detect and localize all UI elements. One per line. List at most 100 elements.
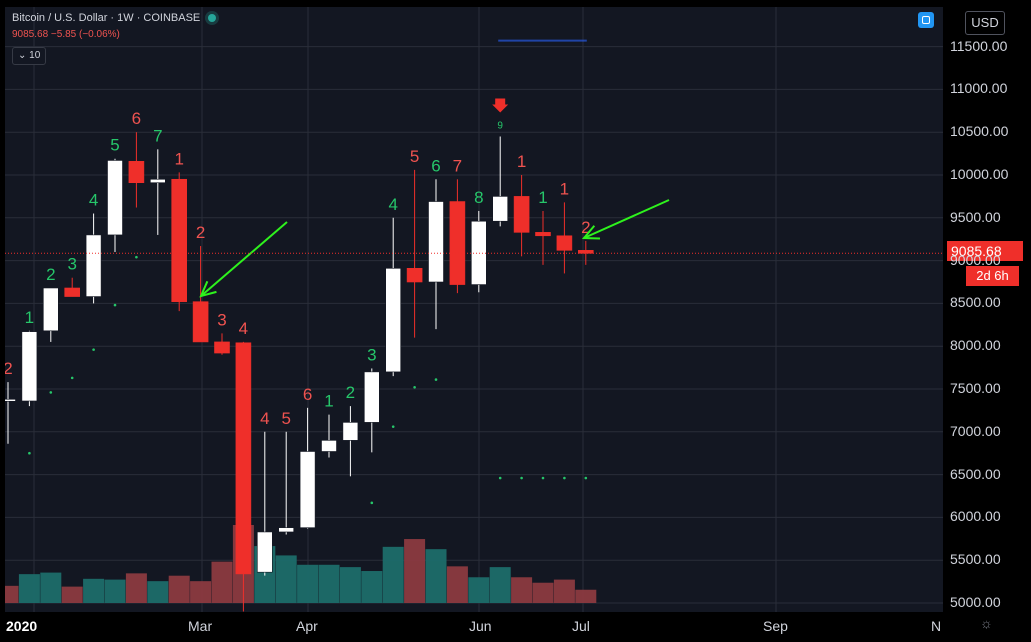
volume-bar: [425, 549, 447, 603]
candle-body: [513, 196, 530, 233]
support-dot: [28, 451, 31, 455]
support-dot: [92, 348, 95, 351]
td-count-label: 7: [453, 156, 462, 175]
td-count-label: 1: [324, 392, 333, 411]
volume-bar: [61, 586, 83, 603]
volume-bar: [147, 581, 169, 603]
td-count-label: 2: [346, 383, 355, 402]
time-axis-label: 2020: [6, 618, 38, 634]
volume-bar: [297, 564, 319, 603]
candle-body: [107, 160, 123, 236]
support-dot: [370, 501, 374, 505]
volume-bar: [18, 574, 40, 603]
time-axis-label: Apr: [296, 618, 318, 634]
volume-bar: [553, 579, 575, 603]
time-axis-label: Mar: [188, 618, 213, 634]
td-count-label: 1: [538, 188, 547, 207]
volume-bar: [489, 567, 511, 603]
td-count-label: 5: [110, 136, 119, 155]
td-count-label: 5: [410, 147, 419, 166]
price-axis[interactable]: [943, 7, 1031, 612]
change-text: 9085.68 −5.85 (−0.06%): [12, 29, 120, 40]
price-axis-label: 5000.00: [950, 594, 1001, 610]
volume-bar: [5, 585, 19, 603]
support-dot: [413, 385, 416, 389]
candle-body: [64, 287, 81, 297]
price-axis-label: 7500.00: [950, 380, 1001, 396]
td-count-label: 1: [560, 179, 569, 198]
volume-bar: [446, 566, 468, 603]
indicator-count: 10: [29, 50, 41, 61]
price-axis-label: 5500.00: [950, 551, 1001, 568]
volume-bar: [382, 546, 404, 603]
time-axis-label: Jul: [572, 618, 590, 634]
td-count-label: 1: [174, 149, 183, 168]
candle-body: [342, 422, 359, 441]
candle-body: [235, 342, 252, 575]
volume-bar: [211, 561, 233, 603]
price-axis-label: 6000.00: [950, 508, 1001, 525]
td-count-label: 2: [581, 218, 590, 237]
td-count-label: 3: [67, 255, 76, 274]
td-count-label: 3: [217, 310, 226, 329]
td-count-label: 4: [89, 191, 98, 210]
price-axis-label: 9500.00: [950, 208, 1001, 225]
volume-bar: [104, 579, 126, 603]
price-axis-label: 11000.00: [950, 80, 1008, 97]
support-dot: [391, 425, 395, 428]
candle-body: [257, 531, 273, 573]
td-count-label: 9: [497, 120, 503, 131]
symbol-title-text: Bitcoin / U.S. Dollar · 1W · COINBASE: [12, 12, 201, 24]
td-count-label: 8: [474, 188, 483, 207]
volume-bar: [532, 582, 554, 603]
candle-body: [21, 331, 38, 402]
status-dot-icon: [208, 14, 217, 22]
countdown-label: 2d 6h: [966, 266, 1019, 286]
time-axis[interactable]: [0, 612, 1031, 642]
candle-body: [385, 268, 402, 373]
current-price-label: 9085.68: [947, 241, 1023, 261]
support-dot: [70, 376, 74, 380]
price-axis-label: 10000.00: [950, 166, 1009, 182]
volume-bar: [275, 555, 297, 603]
support-dot: [434, 378, 438, 381]
time-axis-label: N: [931, 618, 942, 634]
support-dot: [541, 476, 545, 480]
candle-body: [428, 201, 444, 283]
time-axis-label: Jun: [469, 618, 492, 634]
candle-body: [556, 235, 573, 251]
candle-body: [363, 371, 380, 423]
sell-arrow-icon: [492, 98, 509, 113]
symbol-title[interactable]: Bitcoin / U.S. Dollar · 1W · COINBASE: [12, 12, 217, 24]
price-axis-label: 10500.00: [950, 123, 1009, 140]
support-dot: [49, 391, 53, 394]
candle-body: [171, 178, 187, 302]
gear-icon[interactable]: ☼: [980, 615, 993, 631]
support-dot: [563, 476, 566, 480]
candle-body: [150, 178, 166, 184]
volume-bar: [190, 581, 212, 603]
square-icon[interactable]: [918, 12, 934, 28]
annotation-arrow-right-head: [581, 225, 601, 240]
indicator-toggle[interactable]: ⌄ 10: [12, 47, 47, 65]
td-count-label: 6: [431, 156, 440, 175]
td-count-label: 3: [367, 345, 376, 364]
annotation-arrow-left-head: [199, 280, 217, 298]
support-dot: [584, 476, 588, 480]
candle-body: [214, 341, 230, 354]
volume-bar: [40, 572, 62, 603]
td-count-label: 1: [25, 308, 34, 327]
volume-bar: [339, 567, 361, 603]
volume-bar: [125, 573, 147, 603]
price-axis-label: 7000.00: [950, 422, 1001, 439]
volume-bar: [318, 564, 340, 603]
time-axis-label: Sep: [763, 618, 788, 634]
annotation-arrow-left: [200, 221, 288, 297]
candle-body: [406, 268, 423, 283]
currency-button[interactable]: USD: [965, 11, 1005, 35]
td-count-label: 5: [281, 409, 290, 428]
volume-bar: [361, 571, 383, 603]
